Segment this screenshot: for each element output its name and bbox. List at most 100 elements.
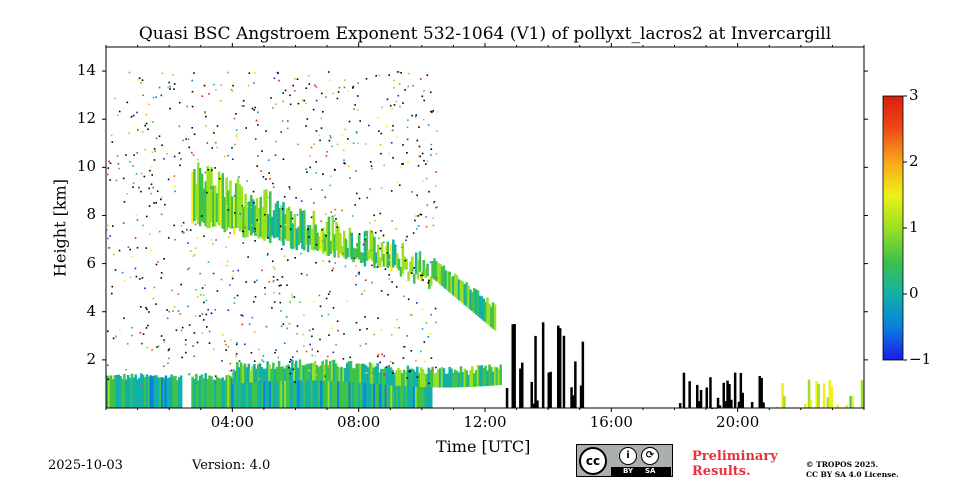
heatmap-cell-cirrus-tail: [454, 273, 457, 298]
noise-speck: [188, 267, 191, 270]
noise-speck: [265, 130, 267, 132]
noise-speck: [370, 249, 373, 252]
heatmap-cell-boundary-layer: [278, 379, 281, 408]
noise-speck: [402, 357, 405, 359]
noise-speck: [242, 242, 245, 244]
noise-speck: [261, 150, 263, 152]
heatmap-cell-low-clouds-evening: [724, 401, 727, 408]
noise-speck: [328, 79, 331, 82]
noise-speck: [352, 87, 354, 89]
noise-speck: [396, 71, 399, 73]
heatmap-cell-boundary-layer: [270, 374, 274, 408]
noise-speck: [182, 139, 184, 142]
noise-speck: [137, 129, 139, 131]
noise-speck: [254, 227, 256, 230]
heatmap-cell-aerosol-layer: [255, 368, 258, 383]
noise-speck: [310, 146, 313, 149]
noise-speck: [139, 331, 142, 334]
noise-speck: [163, 365, 165, 368]
heatmap-cell-boundary-layer: [418, 373, 422, 408]
heatmap-cell-aerosol-layer: [376, 363, 379, 385]
heatmap-cell-cirrus-tail: [461, 281, 465, 304]
noise-speck: [173, 88, 175, 90]
noise-speck: [355, 131, 358, 133]
noise-speck: [322, 111, 324, 113]
noise-speck: [311, 348, 314, 351]
heatmap-cell-boundary-layer: [257, 374, 261, 408]
heatmap-cell-aerosol-layer: [382, 369, 385, 385]
noise-speck: [355, 132, 358, 134]
heatmap-cell-boundary-layer: [354, 378, 357, 408]
noise-speck: [296, 325, 299, 327]
heatmap-cell-cirrus-tail: [455, 275, 459, 299]
noise-speck: [341, 134, 344, 136]
noise-speck: [347, 138, 349, 140]
heatmap-cell-cirrus-cloud: [414, 252, 418, 275]
noise-speck: [266, 253, 269, 255]
heatmap-cell-aerosol-layer: [353, 368, 357, 383]
noise-speck: [163, 158, 165, 160]
noise-speck: [328, 260, 331, 263]
noise-speck: [273, 291, 275, 294]
colorbar: [882, 95, 904, 361]
heatmap-cell-boundary-layer: [303, 375, 306, 408]
heatmap-cell-cirrus-tail: [433, 258, 436, 280]
preliminary-line1: Preliminary: [692, 449, 778, 464]
noise-speck: [383, 241, 385, 244]
heatmap-cell-aerosol-layer: [391, 369, 394, 386]
noise-speck: [258, 362, 261, 364]
noise-speck: [393, 104, 396, 106]
heatmap-cell-aerosol-layer: [450, 368, 453, 388]
heatmap-cell-aerosol-layer: [304, 364, 307, 381]
noise-speck: [239, 213, 241, 215]
noise-speck: [416, 194, 418, 197]
noise-speck: [410, 350, 413, 352]
noise-speck: [196, 237, 199, 239]
noise-speck: [145, 113, 148, 116]
noise-speck: [398, 327, 400, 329]
noise-speck: [233, 369, 235, 371]
noise-speck: [202, 294, 205, 296]
heatmap-cell-boundary-layer: [289, 378, 293, 408]
cc-license-badge[interactable]: cc i ⟳ BY SA: [576, 444, 673, 477]
copyright-line2: CC BY SA 4.0 License.: [806, 470, 899, 479]
noise-speck: [258, 378, 261, 380]
noise-speck: [280, 131, 282, 133]
noise-speck: [320, 220, 322, 223]
chart-title: Quasi BSC Angstroem Exponent 532-1064 (V…: [138, 24, 832, 44]
noise-speck: [220, 84, 223, 86]
noise-speck: [375, 75, 377, 77]
noise-speck: [233, 297, 236, 299]
noise-speck: [167, 237, 170, 239]
heatmap-cell-cirrus-cloud: [255, 198, 259, 234]
noise-speck: [206, 142, 209, 144]
noise-speck: [138, 278, 141, 280]
heatmap-cell-boundary-layer: [295, 378, 298, 408]
heatmap-cell-aerosol-layer: [368, 362, 372, 384]
heatmap-cell-low-clouds: [572, 395, 575, 408]
noise-speck: [227, 209, 230, 211]
noise-speck: [315, 161, 317, 163]
noise-speck: [408, 370, 410, 373]
noise-speck: [434, 307, 437, 310]
noise-speck: [425, 216, 427, 218]
heatmap-cell-cirrus-cloud: [214, 185, 217, 227]
noise-speck: [329, 290, 331, 293]
heatmap-cell-cirrus-cloud: [233, 196, 236, 235]
heatmap-cell-low-clouds-evening: [730, 399, 733, 408]
noise-speck: [314, 355, 317, 357]
heatmap-cell-cirrus-cloud: [280, 205, 283, 242]
noise-speck: [205, 313, 208, 316]
heatmap-cell-cirrus-cloud: [265, 189, 268, 238]
noise-speck: [365, 236, 367, 238]
noise-speck: [133, 154, 135, 156]
noise-speck: [156, 190, 159, 193]
x-axis-label: Time [UTC]: [436, 437, 531, 456]
noise-speck: [192, 375, 195, 377]
noise-speck: [136, 111, 138, 114]
heatmap-cell-cirrus-cloud: [342, 230, 346, 258]
heatmap-cell-surface-layer-late: [828, 380, 832, 408]
colorbar-tick-label: 3: [909, 86, 919, 104]
noise-speck: [166, 309, 168, 311]
